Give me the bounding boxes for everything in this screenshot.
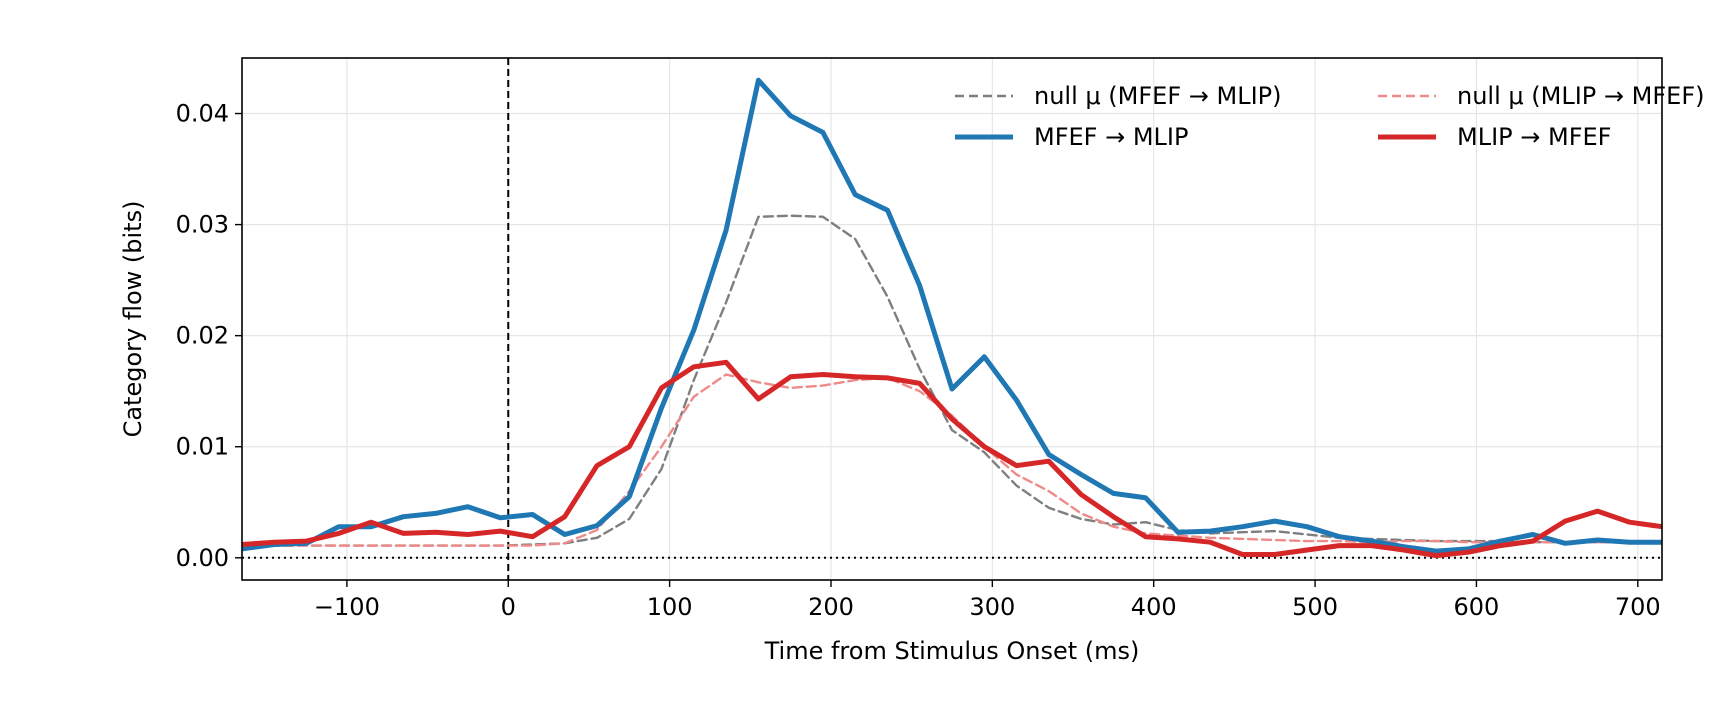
x-tick-label: 100 [647,593,693,621]
x-tick-label: 200 [808,593,854,621]
x-axis: −100 0 100 200 300 400 500 600 700 [314,580,1661,621]
legend-label-3: MLIP → MFEF [1457,123,1611,151]
legend-label-2: MFEF → MLIP [1034,123,1188,151]
x-tick-label: 300 [969,593,1015,621]
x-tick-label: 700 [1615,593,1661,621]
legend: null μ (MFEF → MLIP) MFEF → MLIP null μ (M… [955,82,1705,151]
reference-lines [242,58,1662,580]
y-axis: 0.00 0.01 0.02 0.03 0.04 [176,100,242,572]
y-tick-label: 0.00 [176,544,229,572]
x-tick-label: −100 [314,593,380,621]
legend-label-1: null μ (MLIP → MFEF) [1457,82,1705,110]
x-tick-label: 500 [1292,593,1338,621]
series-line-3 [242,359,1662,559]
y-tick-label: 0.01 [176,433,229,461]
plot-background [242,58,1662,580]
plot-frame [241,57,1663,581]
x-tick-label: 0 [501,593,516,621]
x-axis-label: Time from Stimulus Onset (ms) [764,637,1140,665]
y-axis-label: Category flow (bits) [119,201,147,438]
plot-area [242,77,1662,559]
x-tick-label: 400 [1131,593,1177,621]
y-tick-label: 0.04 [176,100,229,128]
series-line-2 [242,77,1662,554]
y-tick-label: 0.02 [176,322,229,350]
y-tick-label: 0.03 [176,211,229,239]
x-tick-label: 600 [1454,593,1500,621]
legend-label-0: null μ (MFEF → MLIP) [1034,82,1282,110]
